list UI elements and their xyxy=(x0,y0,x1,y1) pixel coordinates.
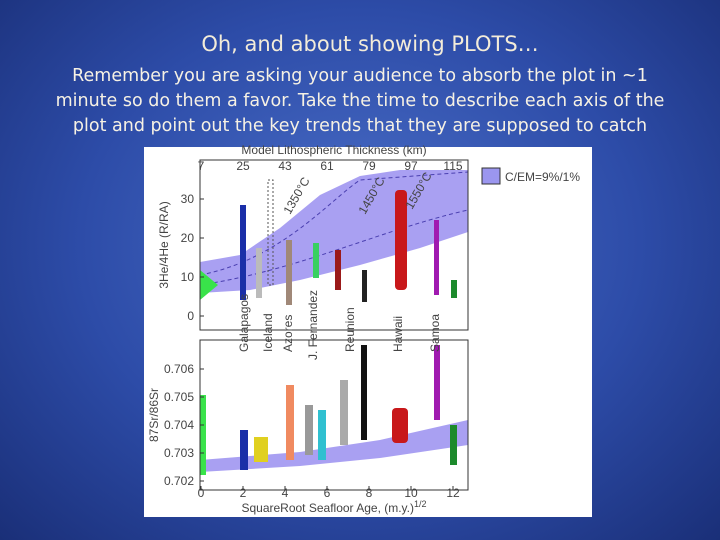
x-label-text: SquareRoot Seafloor Age, (m.y.) xyxy=(241,501,414,515)
body-line: Remember you are asking your audience to… xyxy=(72,66,648,86)
upper-y-tick-label: 30 xyxy=(181,192,195,206)
upper-frame xyxy=(199,159,469,331)
data-cluster xyxy=(434,220,439,295)
top-tick-label: 43 xyxy=(278,159,292,173)
top-tick-label: 25 xyxy=(236,159,250,173)
x-tick-label: 8 xyxy=(366,486,373,500)
x-tick-label: 2 xyxy=(240,486,247,500)
data-cluster xyxy=(361,345,367,440)
upper-y-tick-label: 20 xyxy=(181,231,195,245)
x-tick-label: 10 xyxy=(404,486,418,500)
hotspot-label: Galapagos xyxy=(237,294,251,352)
legend-swatch xyxy=(481,167,501,185)
hotspot-label: Reunion xyxy=(343,307,357,352)
top-tick-label: 61 xyxy=(320,159,334,173)
body-line: minute so do them a favor. Take the time… xyxy=(55,91,665,111)
data-cluster xyxy=(240,205,246,300)
lower-y-tick-label: 0.702 xyxy=(164,474,194,488)
lower-y-tick-label: 0.706 xyxy=(164,362,194,376)
data-cluster xyxy=(313,243,319,278)
data-cluster xyxy=(362,270,367,302)
data-cluster xyxy=(434,345,440,420)
x-tick-label: 6 xyxy=(324,486,331,500)
x-tick-label: 4 xyxy=(282,486,289,500)
lower-y-tick-label: 0.703 xyxy=(164,446,194,460)
top-tick-label: 115 xyxy=(443,159,462,173)
legend-label: C/EM=9%/1% xyxy=(505,170,580,184)
data-cluster xyxy=(286,385,294,460)
top-axis-label: Model Lithospheric Thickness (km) xyxy=(241,143,426,157)
data-cluster xyxy=(200,270,218,300)
hotspot-label: Iceland xyxy=(261,313,275,352)
data-cluster xyxy=(240,430,248,470)
hotspot-label: J. Fernandez xyxy=(306,290,320,360)
top-tick-label: 79 xyxy=(362,159,376,173)
hotspot-label: Hawaii xyxy=(391,316,405,352)
hotspot-label: Azores xyxy=(281,315,295,352)
data-cluster xyxy=(254,437,268,462)
upper-y-tick-label: 10 xyxy=(181,270,195,284)
hotspot-label: Samoa xyxy=(428,314,442,352)
isotherm-curve xyxy=(199,209,469,286)
data-cluster xyxy=(318,410,326,460)
data-cluster xyxy=(200,395,206,475)
data-cluster xyxy=(451,280,457,298)
data-cluster xyxy=(305,405,313,455)
upper-y-label: 3He/4He (R/RA) xyxy=(157,201,171,288)
top-tick-label: 97 xyxy=(404,159,418,173)
body-line: plot and point out the key trends that t… xyxy=(72,116,648,136)
data-cluster xyxy=(392,408,408,443)
x-tick-label: 12 xyxy=(446,486,460,500)
lower-y-label: 87Sr/86Sr xyxy=(147,388,161,442)
x-label-exponent: 1/2 xyxy=(414,499,427,509)
upper-y-tick-label: 0 xyxy=(187,309,194,323)
top-tick-label: 7 xyxy=(198,159,205,173)
data-cluster xyxy=(286,240,292,305)
lower-frame xyxy=(199,339,469,491)
x-label: SquareRoot Seafloor Age, (m.y.)1/2 xyxy=(241,499,426,515)
data-cluster xyxy=(395,190,407,290)
data-cluster xyxy=(340,380,348,445)
data-cluster xyxy=(335,250,341,290)
data-cluster xyxy=(256,248,262,298)
lower-y-tick-label: 0.705 xyxy=(164,390,194,404)
x-tick-label: 0 xyxy=(198,486,205,500)
slide-title: Oh, and about showing PLOTS… xyxy=(201,32,539,56)
lower-y-tick-label: 0.704 xyxy=(164,418,194,432)
isotherm-curve xyxy=(199,171,469,276)
data-cluster xyxy=(267,179,274,286)
data-cluster xyxy=(450,425,457,465)
